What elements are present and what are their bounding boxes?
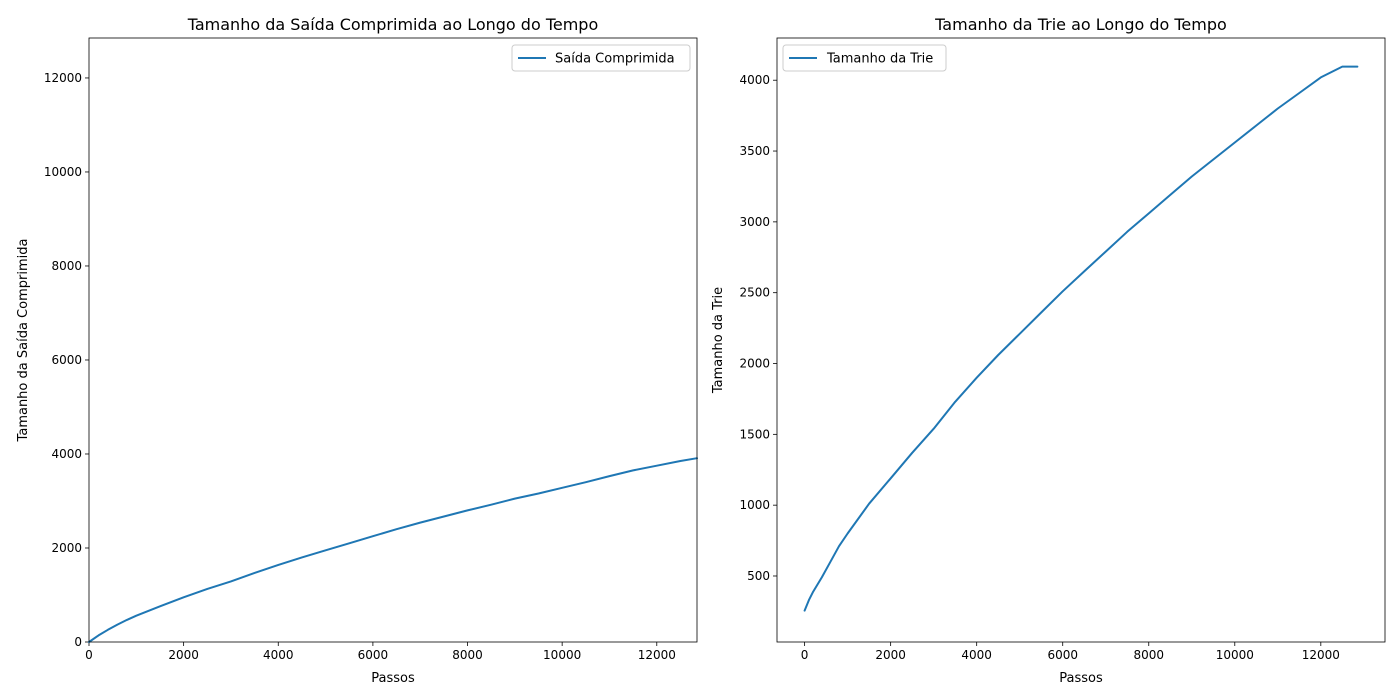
y-axis-label: Tamanho da Saída Comprimida	[16, 239, 31, 443]
y-tick-label: 4000	[51, 447, 82, 461]
y-tick-label: 10000	[44, 165, 82, 179]
y-tick-label: 1000	[739, 498, 770, 512]
y-tick-label: 2000	[739, 357, 770, 371]
chart-title: Tamanho da Trie ao Longo do Tempo	[934, 15, 1227, 34]
x-tick-label: 2000	[168, 648, 199, 662]
legend: Saída Comprimida	[511, 44, 691, 72]
y-axis-ticks: 0 2000 4000 6000 8000 10000 12000	[44, 71, 89, 649]
x-tick-label: 0	[85, 648, 93, 662]
y-tick-label: 2000	[51, 541, 82, 555]
y-axis-label: Tamanho da Trie	[711, 287, 726, 394]
legend-label: Tamanho da Trie	[826, 52, 933, 67]
x-tick-label: 8000	[1133, 648, 1164, 662]
plot-frame	[776, 37, 1386, 643]
x-tick-label: 0	[801, 648, 809, 662]
legend-label: Saída Comprimida	[555, 52, 675, 67]
x-tick-label: 6000	[1047, 648, 1078, 662]
y-tick-label: 8000	[51, 259, 82, 273]
y-tick-label: 3000	[739, 215, 770, 229]
x-tick-label: 2000	[875, 648, 906, 662]
y-axis-ticks: 500 1000 1500 2000 2500 3000 3500 4000	[739, 73, 777, 583]
x-tick-label: 10000	[543, 648, 581, 662]
y-tick-label: 12000	[44, 71, 82, 85]
x-axis-label: Passos	[1059, 671, 1103, 686]
y-tick-label: 3500	[739, 144, 770, 158]
x-axis-label: Passos	[371, 671, 415, 686]
y-tick-label: 6000	[51, 353, 82, 367]
legend: Tamanho da Trie	[782, 44, 947, 72]
y-tick-label: 500	[747, 569, 770, 583]
y-tick-label: 1500	[739, 427, 770, 441]
series-line-tamanho-da-trie	[803, 65, 1359, 612]
x-axis-ticks: 0 2000 4000 6000 8000 10000 12000	[801, 642, 1340, 662]
x-tick-label: 8000	[452, 648, 483, 662]
x-tick-label: 12000	[1302, 648, 1340, 662]
x-tick-label: 6000	[358, 648, 389, 662]
x-axis-ticks: 0 2000 4000 6000 8000 10000 12000	[85, 642, 676, 662]
plot-frame	[88, 37, 698, 643]
x-tick-label: 12000	[638, 648, 676, 662]
x-tick-label: 4000	[263, 648, 294, 662]
legend-box	[511, 44, 691, 72]
compressed-output-chart: Tamanho da Saída Comprimida ao Longo do …	[16, 15, 698, 686]
chart-title: Tamanho da Saída Comprimida ao Longo do …	[187, 15, 599, 34]
y-tick-label: 4000	[739, 73, 770, 87]
legend-box	[782, 44, 947, 72]
trie-size-chart: Tamanho da Trie ao Longo do Tempo Passos…	[711, 15, 1386, 686]
x-tick-label: 10000	[1216, 648, 1254, 662]
y-tick-label: 2500	[739, 286, 770, 300]
x-tick-label: 4000	[961, 648, 992, 662]
y-tick-label: 0	[74, 635, 82, 649]
series-line-saida-comprimida	[88, 457, 698, 643]
